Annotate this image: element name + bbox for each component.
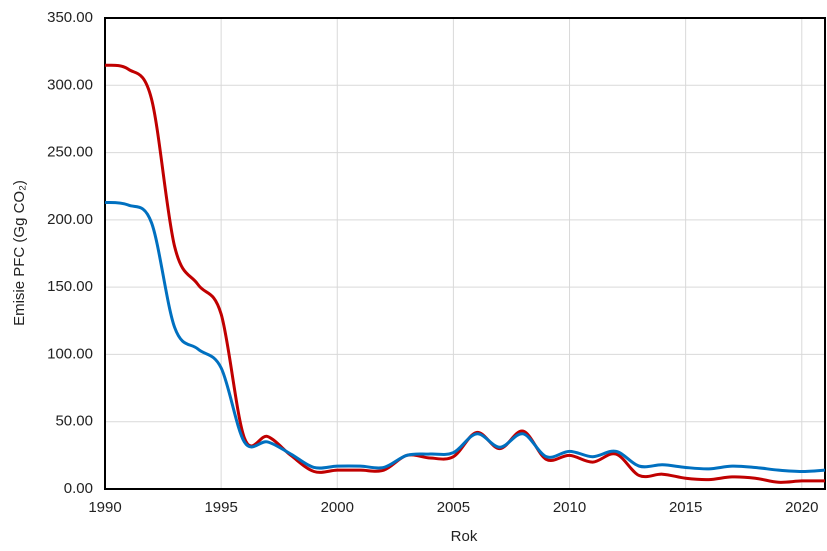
x-tick-label: 2000	[321, 499, 354, 516]
x-axis-label: Rok	[451, 528, 478, 545]
data-line	[104, 200, 826, 474]
x-tick-label: 1990	[88, 499, 121, 516]
x-tick-label: 2010	[553, 499, 586, 516]
y-tick-label: 300.00	[47, 76, 93, 93]
x-tick-label: 2020	[785, 499, 818, 516]
y-tick-label: 50.00	[55, 413, 93, 430]
x-tick-label: 2005	[437, 499, 470, 516]
data-line	[104, 63, 826, 484]
y-tick-label: 350.00	[47, 9, 93, 26]
plot-frame	[104, 17, 826, 490]
y-tick-label: 0.00	[64, 480, 93, 497]
x-tick-label: 1995	[204, 499, 237, 516]
y-tick-label: 150.00	[47, 278, 93, 295]
y-tick-label: 200.00	[47, 211, 93, 228]
x-tick-label: 2015	[669, 499, 702, 516]
y-tick-label: 250.00	[47, 144, 93, 161]
y-tick-label: 100.00	[47, 345, 93, 362]
y-axis-label: Emisie PFC (Gg CO₂)	[11, 180, 28, 326]
